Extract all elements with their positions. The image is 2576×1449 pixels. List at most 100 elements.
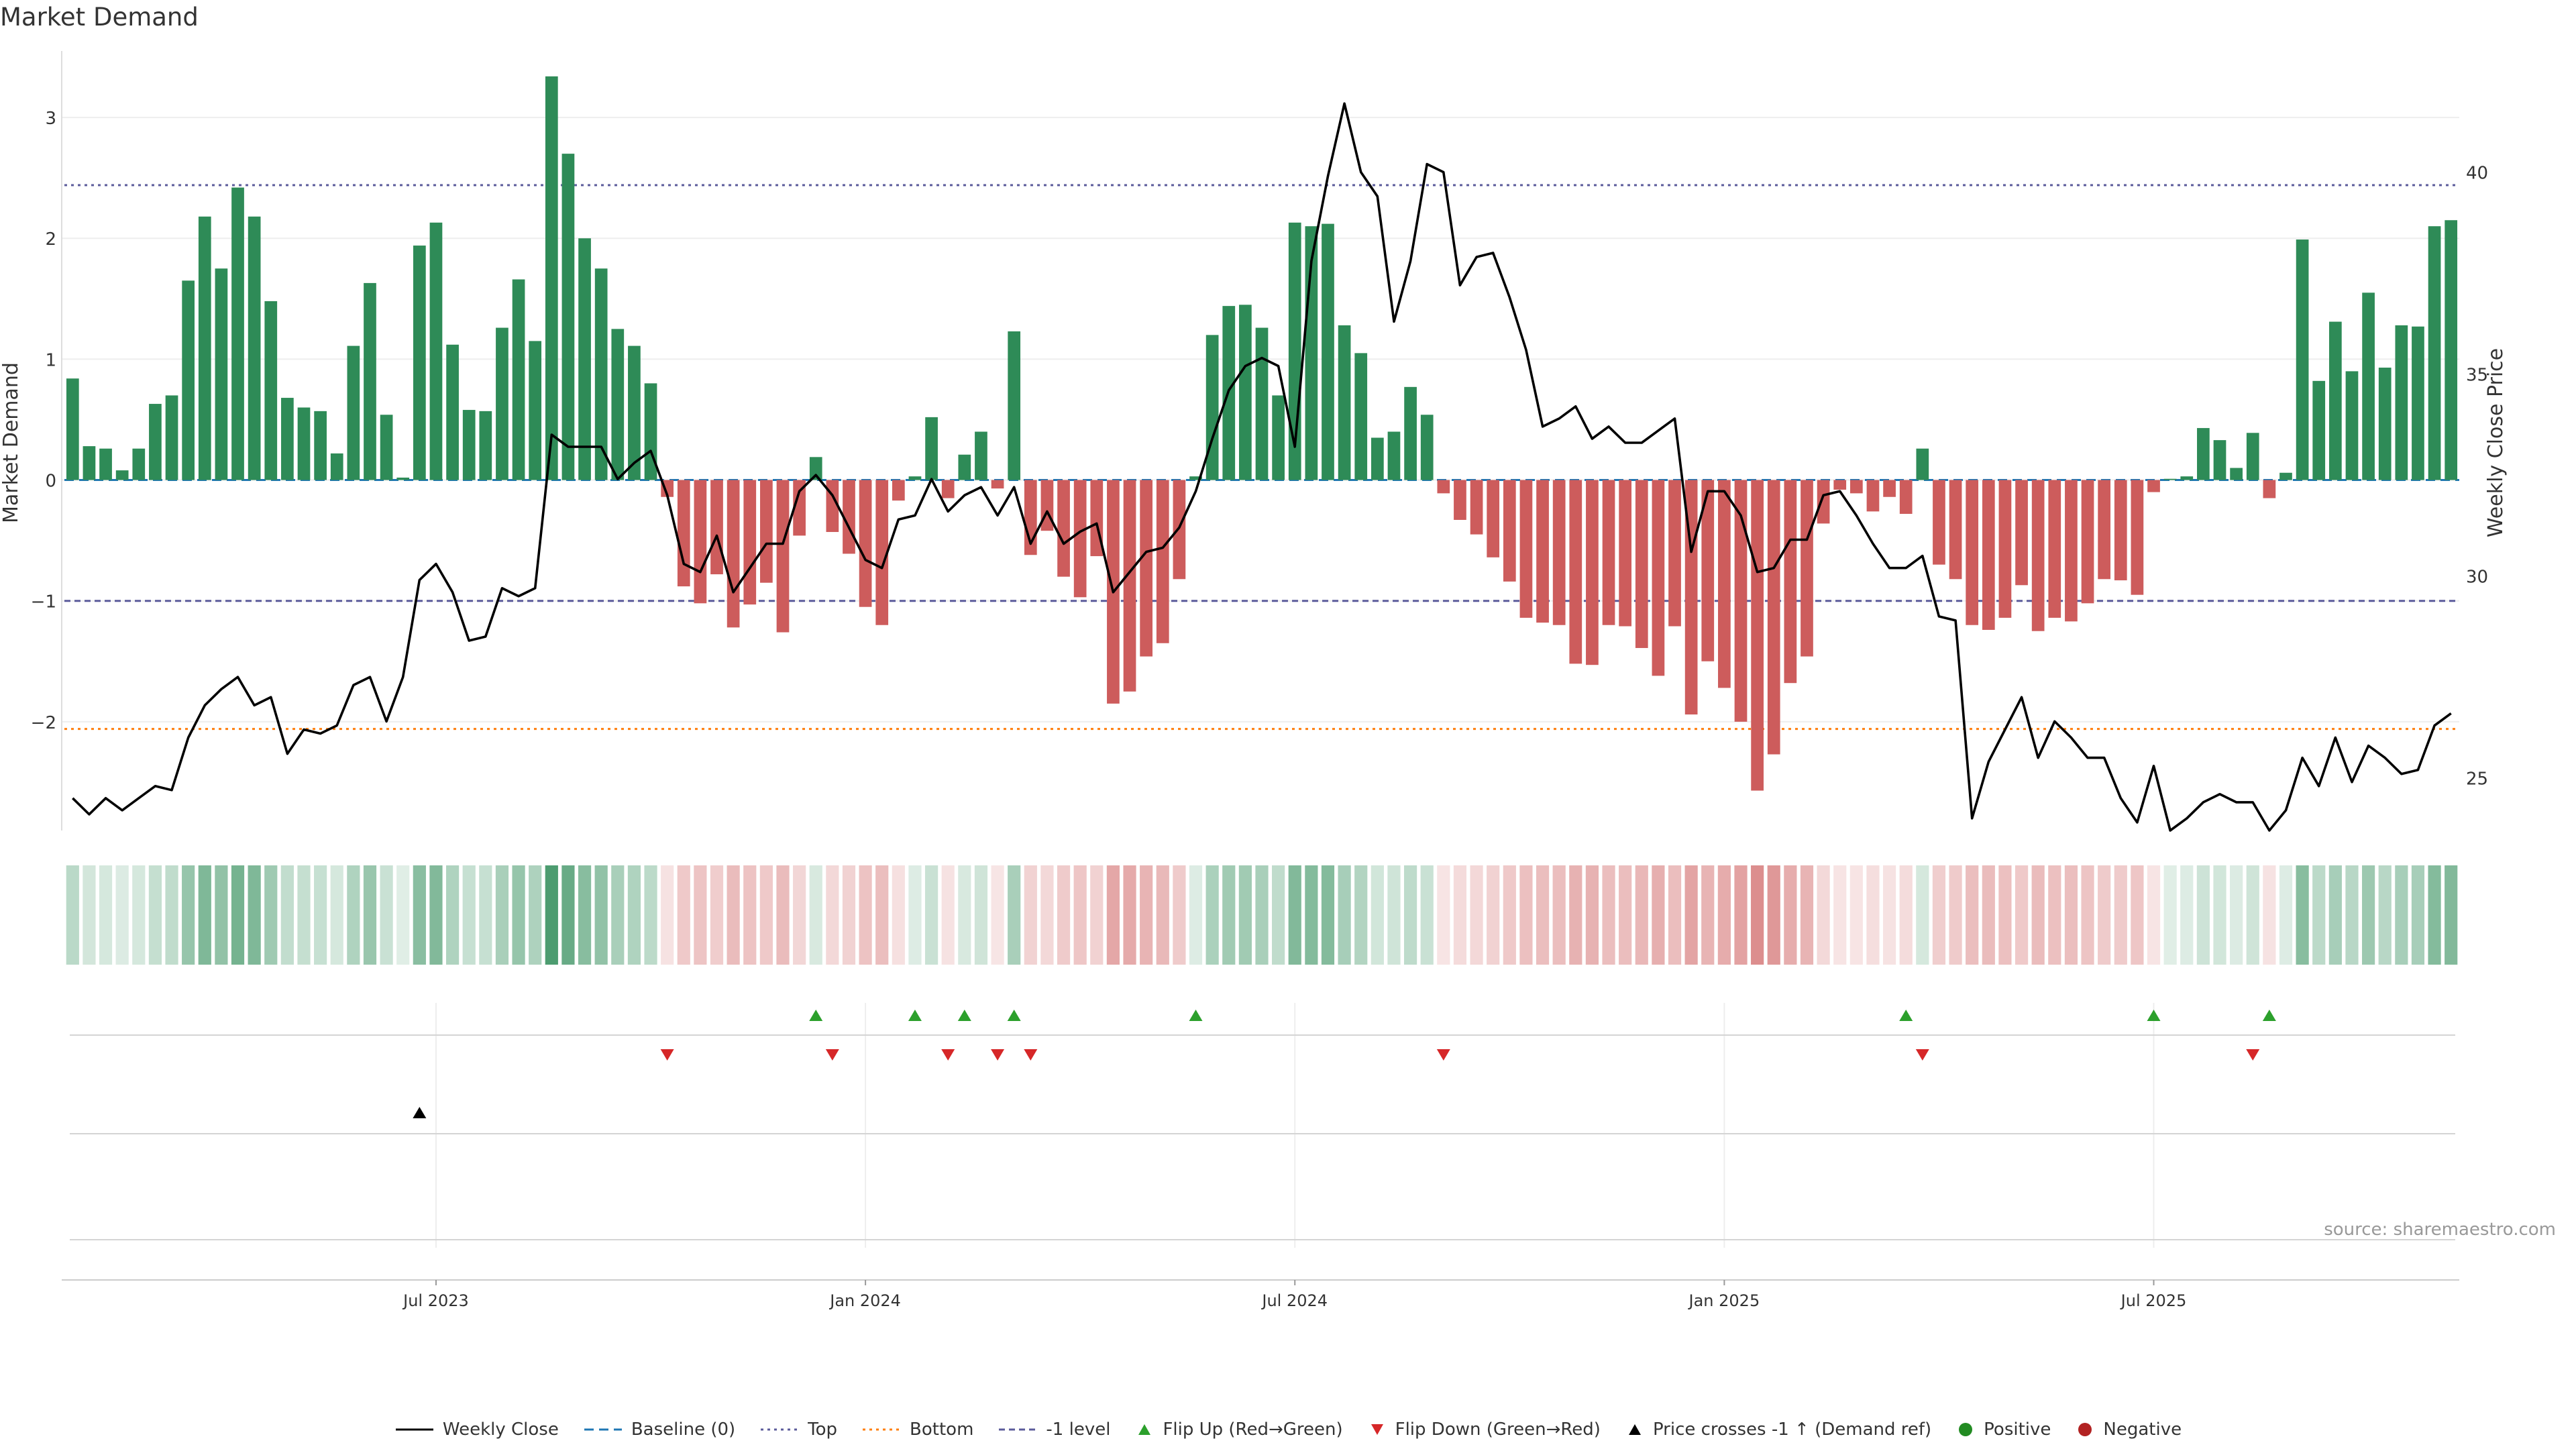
heat-cell: [1371, 865, 1384, 965]
heat-cell: [1585, 865, 1599, 965]
flip-down-marker: [825, 1049, 839, 1061]
flip-down-marker: [941, 1049, 955, 1061]
heat-cell: [743, 865, 757, 965]
demand-bar: [1833, 480, 1847, 490]
demand-bar: [2081, 480, 2094, 604]
y-tick-label: −2: [31, 713, 56, 733]
y2-tick-label: 35: [2466, 366, 2488, 386]
heat-cell: [875, 865, 889, 965]
demand-bar: [1454, 480, 1466, 521]
heat-cell: [1024, 865, 1037, 965]
demand-bar: [1470, 480, 1483, 535]
y2-tick-label: 30: [2466, 568, 2488, 588]
heat-cell: [1222, 865, 1236, 965]
heat-cell: [1767, 865, 1780, 965]
demand-bar: [231, 187, 244, 480]
demand-bar: [809, 457, 822, 480]
demand-bar: [2279, 472, 2292, 480]
legend-symbol: [394, 1420, 435, 1439]
demand-bar: [446, 344, 459, 480]
demand-bar: [165, 395, 178, 480]
demand-bar: [1503, 480, 1516, 582]
heat-cell: [2246, 865, 2259, 965]
heat-cell: [1519, 865, 1533, 965]
heat-cell: [1684, 865, 1698, 965]
heat-cell: [512, 865, 525, 965]
legend-label: Bottom: [910, 1419, 974, 1440]
demand-bar: [2031, 480, 2045, 631]
demand-bar: [1205, 335, 1219, 480]
legend-symbol: [2075, 1420, 2095, 1439]
event-rows: [70, 1010, 2455, 1240]
heat-cell: [495, 865, 509, 965]
demand-bar: [1635, 480, 1648, 648]
heat-cell: [2345, 865, 2359, 965]
heat-cell: [1238, 865, 1252, 965]
demand-bar: [2412, 326, 2424, 480]
weekly-close-line: [72, 102, 2452, 832]
demand-bar: [2378, 368, 2392, 480]
demand-bar: [694, 480, 707, 604]
demand-bar: [1173, 480, 1186, 580]
legend-triangle-up-symbol: [1628, 1424, 1641, 1435]
demand-bar: [743, 480, 757, 605]
demand-bar: [2114, 480, 2127, 581]
flip-up-marker: [1007, 1010, 1021, 1021]
demand-bar: [83, 446, 96, 480]
demand-bar: [1040, 480, 1054, 531]
demand-bar: [1982, 480, 1995, 630]
heat-cell: [2131, 865, 2144, 965]
demand-bar: [2147, 480, 2160, 492]
legend-dot-symbol: [2078, 1423, 2092, 1436]
heat-cell: [561, 865, 575, 965]
demand-bar: [149, 404, 162, 480]
demand-bar: [512, 279, 525, 480]
heat-cell: [611, 865, 625, 965]
heat-cell: [2147, 865, 2161, 965]
heat-cell: [2279, 865, 2293, 965]
heat-cell: [132, 865, 146, 965]
heat-cell: [314, 865, 327, 965]
demand-bar: [2048, 480, 2061, 618]
heat-cell: [66, 865, 79, 965]
y-tick-label: 0: [45, 472, 56, 492]
demand-bar: [1569, 480, 1582, 664]
heat-cell: [892, 865, 905, 965]
heat-cell: [545, 865, 558, 965]
demand-bar: [875, 480, 889, 625]
heat-cell: [1949, 865, 1962, 965]
demand-bar: [182, 280, 195, 480]
heat-cell: [1040, 865, 1054, 965]
heat-cell: [445, 865, 460, 965]
demand-bar: [1784, 480, 1797, 684]
demand-bar: [1801, 480, 1813, 657]
heat-cell: [677, 865, 690, 965]
x-tick-label: Jul 2025: [2120, 1291, 2187, 1310]
demand-bar: [859, 480, 872, 607]
demand-bar: [892, 480, 905, 501]
heat-cell: [1751, 865, 1764, 965]
demand-bar: [281, 398, 294, 480]
heat-cell: [363, 865, 377, 965]
flip-down-marker: [1024, 1049, 1038, 1061]
heat-cell: [1073, 865, 1087, 965]
demand-bar: [760, 480, 773, 583]
heat-cell: [1420, 865, 1434, 965]
heat-cell: [661, 865, 674, 965]
heat-cell: [115, 865, 129, 965]
demand-bar: [2230, 468, 2243, 480]
demand-bar: [1189, 476, 1202, 480]
legend-symbol: [998, 1420, 1038, 1439]
heat-cell: [1998, 865, 2012, 965]
flip-down-marker: [2246, 1049, 2260, 1061]
heat-cell: [1123, 865, 1136, 965]
demand-bar: [1586, 480, 1599, 665]
heat-cell: [578, 865, 592, 965]
demand-bar: [1899, 480, 1913, 514]
demand-bar: [1718, 480, 1731, 688]
heat-cell: [644, 865, 657, 965]
demand-bar: [594, 268, 608, 480]
legend-item: Flip Down (Green→Red): [1367, 1419, 1601, 1440]
heat-cell: [1338, 865, 1351, 965]
demand-bar: [578, 238, 591, 480]
